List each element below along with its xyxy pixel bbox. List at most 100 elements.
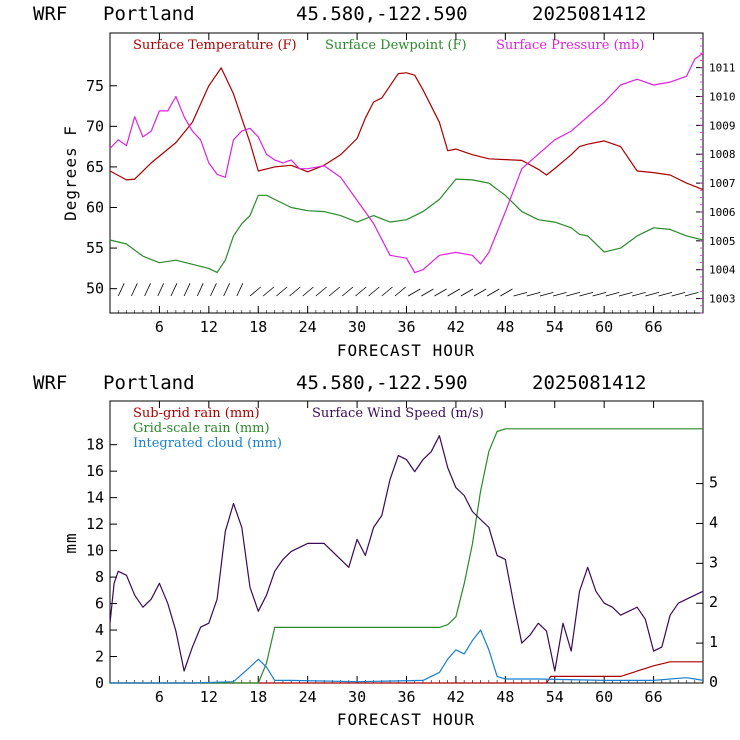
series-line-integrated-cloud-mm <box>110 629 704 684</box>
wind-barb <box>183 283 191 297</box>
series-line-grid-scale-rain-mm <box>110 428 703 684</box>
wind-barb <box>210 283 217 297</box>
series-line-surface-dewpoint-f <box>109 178 704 273</box>
y-tick-label: 70 <box>86 117 104 135</box>
init-time: 2025081412 <box>532 372 646 394</box>
x-tick-label: 60 <box>595 318 613 336</box>
y-tick-label: 8 <box>95 568 104 586</box>
x-tick-label: 30 <box>348 688 366 706</box>
wind-barb <box>315 286 327 297</box>
x-tick-label: 48 <box>496 318 514 336</box>
y-tick-label: 12 <box>86 515 104 533</box>
legend-integrated-cloud: Integrated cloud (mm) <box>133 436 282 451</box>
legend-subgrid-rain: Sub-grid rain (mm) <box>133 406 260 421</box>
coordinates: 45.580,-122.590 <box>296 3 468 25</box>
y-tick-label: 2 <box>95 648 104 666</box>
y2-tick-label: 1008 <box>709 148 736 161</box>
y-tick-label: 18 <box>86 436 104 454</box>
panel-1-header: WRF Portland 45.580,-122.590 2025081412 <box>33 3 646 25</box>
wind-barb <box>236 283 244 297</box>
wind-barb <box>539 292 554 297</box>
wind-barb <box>170 283 178 297</box>
wind-barb <box>526 292 541 297</box>
wind-barb <box>473 288 487 297</box>
x-tick-label: 60 <box>595 688 613 706</box>
wind-barb <box>355 286 367 297</box>
location-name: Portland <box>103 3 195 25</box>
y-tick-label: 75 <box>86 77 104 95</box>
coordinates: 45.580,-122.590 <box>296 372 468 394</box>
wind-barb <box>618 292 633 297</box>
wind-barb <box>632 292 646 297</box>
wind-barb <box>276 286 288 297</box>
x-tick-label: 66 <box>645 318 663 336</box>
wind-barb <box>223 283 230 297</box>
x-tick-label: 12 <box>200 688 218 706</box>
wind-barb <box>487 288 500 297</box>
location-name: Portland <box>103 372 195 394</box>
y2-tick-label: 1004 <box>709 264 736 277</box>
wind-barb <box>460 288 474 297</box>
wind-barb <box>342 286 354 297</box>
series-line-surface-pressure-mb <box>109 52 704 274</box>
y-tick-label: 65 <box>86 158 104 176</box>
y-tick-label: 4 <box>95 621 104 639</box>
x-tick-label: 66 <box>645 688 663 706</box>
wind-barb <box>328 286 341 297</box>
legend-temperature: Surface Temperature (F) <box>133 38 297 53</box>
wind-barb <box>513 292 528 297</box>
wind-barb <box>302 286 314 297</box>
y2-tick-label: 0 <box>709 673 718 691</box>
wind-barb <box>592 292 607 297</box>
y2-tick-label: 1011 <box>709 62 736 75</box>
y2-tick-label: 1 <box>709 633 718 651</box>
x-tick-label: 36 <box>397 318 415 336</box>
wind-barb <box>566 292 580 297</box>
wind-barb <box>684 292 699 297</box>
y-tick-label: 60 <box>86 198 104 216</box>
wind-barb <box>289 286 301 297</box>
wind-barb <box>196 283 204 297</box>
y-tick-label: 10 <box>86 542 104 560</box>
x-tick-label: 54 <box>546 318 564 336</box>
wind-barb <box>671 292 686 297</box>
wind-barb <box>579 292 594 297</box>
x-tick-label: 12 <box>200 318 218 336</box>
x-axis-label: FORECAST HOUR <box>337 341 475 360</box>
wind-barb <box>421 288 434 297</box>
x-tick-label: 6 <box>155 318 164 336</box>
y-axis-label: mm <box>61 532 80 553</box>
y2-tick-label: 2 <box>709 593 718 611</box>
x-tick-label: 36 <box>397 688 415 706</box>
y2-tick-label: 3 <box>709 553 718 571</box>
wind-barb <box>500 288 513 297</box>
wind-barb <box>447 288 461 297</box>
wind-barb <box>658 292 673 297</box>
wind-barb <box>605 292 620 297</box>
y2-tick-label: 1006 <box>709 206 736 219</box>
panel-2-header: WRF Portland 45.580,-122.590 2025081412 <box>33 372 646 394</box>
y-tick-label: 6 <box>95 595 104 613</box>
panel-1-frame <box>109 32 704 314</box>
wind-barb <box>552 292 567 297</box>
wind-barb <box>407 288 421 297</box>
wind-barb <box>394 286 406 297</box>
x-tick-label: 54 <box>546 688 564 706</box>
wind-barb <box>368 286 380 297</box>
x-tick-label: 18 <box>249 318 267 336</box>
x-axis-label: FORECAST HOUR <box>337 710 475 729</box>
y-tick-label: 0 <box>95 674 104 692</box>
x-tick-label: 18 <box>249 688 267 706</box>
wind-barb <box>434 288 447 297</box>
x-tick-label: 6 <box>155 688 164 706</box>
model-name: WRF <box>33 3 67 25</box>
y2-tick-label: 1009 <box>709 119 736 132</box>
series-line-sub-grid-rain-mm <box>110 661 703 684</box>
y2-tick-label: 1005 <box>709 235 736 248</box>
legend-wind-speed: Surface Wind Speed (m/s) <box>312 406 484 421</box>
series-line-surface-temperature-f <box>109 67 704 191</box>
wind-barb <box>157 283 165 297</box>
x-tick-label: 24 <box>299 318 317 336</box>
y2-tick-label: 1003 <box>709 293 736 306</box>
